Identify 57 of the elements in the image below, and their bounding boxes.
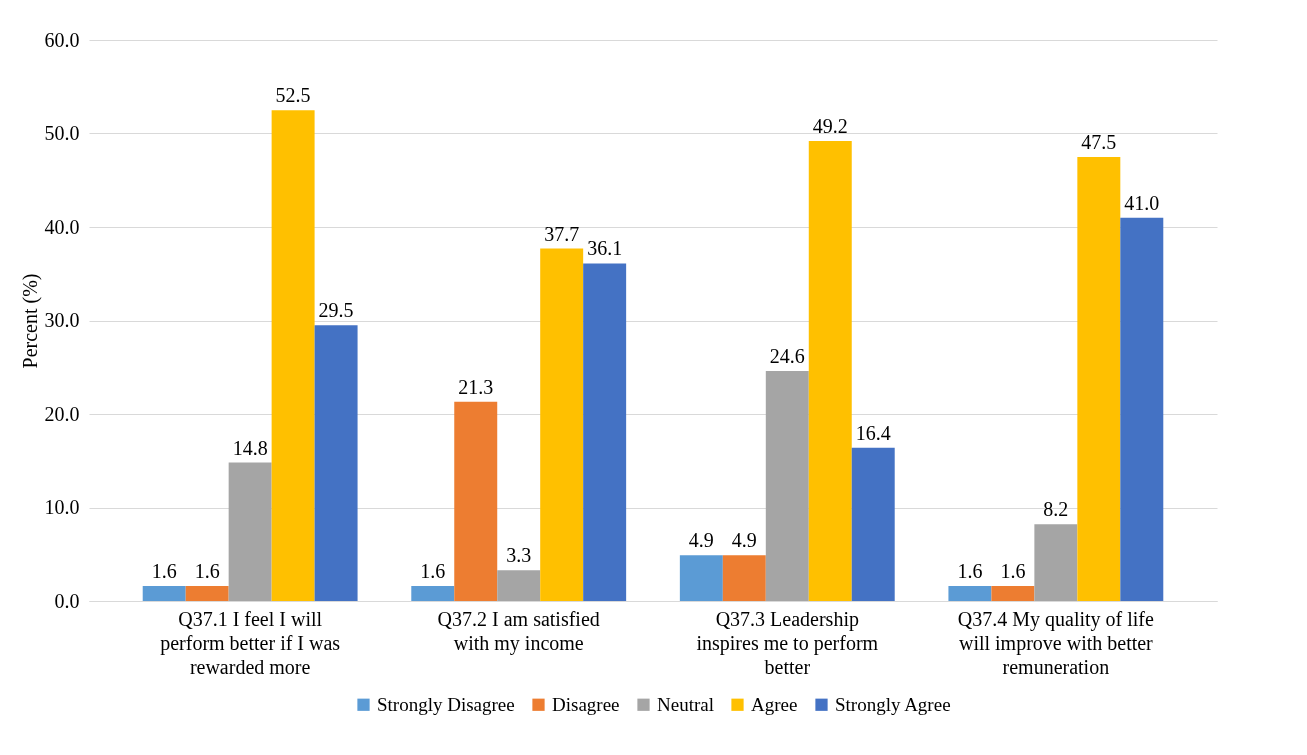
data-label: 36.1 [587,237,623,260]
data-label: 3.3 [506,544,532,567]
y-tick-label: 50.0 [44,122,80,144]
x-tick-label: Q37.4 My quality of life will improve with better remuneration [957,607,1155,678]
y-tick-label: 30.0 [44,309,80,331]
y-axis-title: Percent (%) [18,273,42,369]
data-label: 1.6 [1000,560,1026,583]
y-tick-label: 40.0 [44,215,80,238]
bar [540,248,584,601]
bar [679,555,723,601]
bar [583,263,627,601]
bar [411,586,455,601]
y-tick-label: 60.0 [44,28,80,51]
bar [991,586,1035,601]
bar [142,586,186,601]
x-tick-label: Q37.2 I am satisfied with my income [437,607,600,655]
data-label: 52.5 [275,84,311,107]
bar [185,586,229,601]
bar [948,586,992,601]
bar [454,401,498,601]
data-label: 29.5 [318,299,354,322]
data-label: 1.6 [151,560,177,583]
bar [1120,217,1164,601]
legend-label: Strongly Disagree [377,693,515,715]
bar [497,570,541,601]
legend-label: Agree [751,693,798,715]
bar [271,110,315,601]
data-label: 4.9 [688,529,714,552]
data-label: 37.7 [544,222,580,245]
data-label: 41.0 [1124,191,1160,214]
x-tick-label: Q37.1 I feel I will perform better if I was rewarded more [160,607,341,678]
bar [314,325,358,601]
y-tick-label: 10.0 [44,496,80,518]
data-label: 24.6 [769,344,805,367]
data-label: 14.8 [232,436,268,459]
data-label: 47.5 [1081,130,1117,153]
legend-label: Neutral [657,693,714,715]
legend-label: Disagree [552,693,620,715]
bar [1077,156,1121,601]
bar [765,370,809,601]
x-tick-label: Q37.3 Leadership inspires me to perform better [696,607,879,678]
data-label: 21.3 [458,375,494,398]
bar [851,447,895,601]
bar [722,555,766,601]
data-label: 1.6 [420,560,446,583]
data-label: 1.6 [194,560,220,583]
legend-label: Strongly Agree [835,693,951,715]
data-label: 16.4 [855,421,891,444]
bar [228,462,272,601]
bar [808,140,852,601]
y-tick-label: 0.0 [54,589,80,612]
bar [1034,524,1078,601]
data-label: 49.2 [812,114,848,137]
data-label: 1.6 [957,560,983,583]
data-label: 4.9 [731,529,757,552]
data-label: 8.2 [1043,498,1069,521]
y-tick-label: 20.0 [44,402,80,425]
